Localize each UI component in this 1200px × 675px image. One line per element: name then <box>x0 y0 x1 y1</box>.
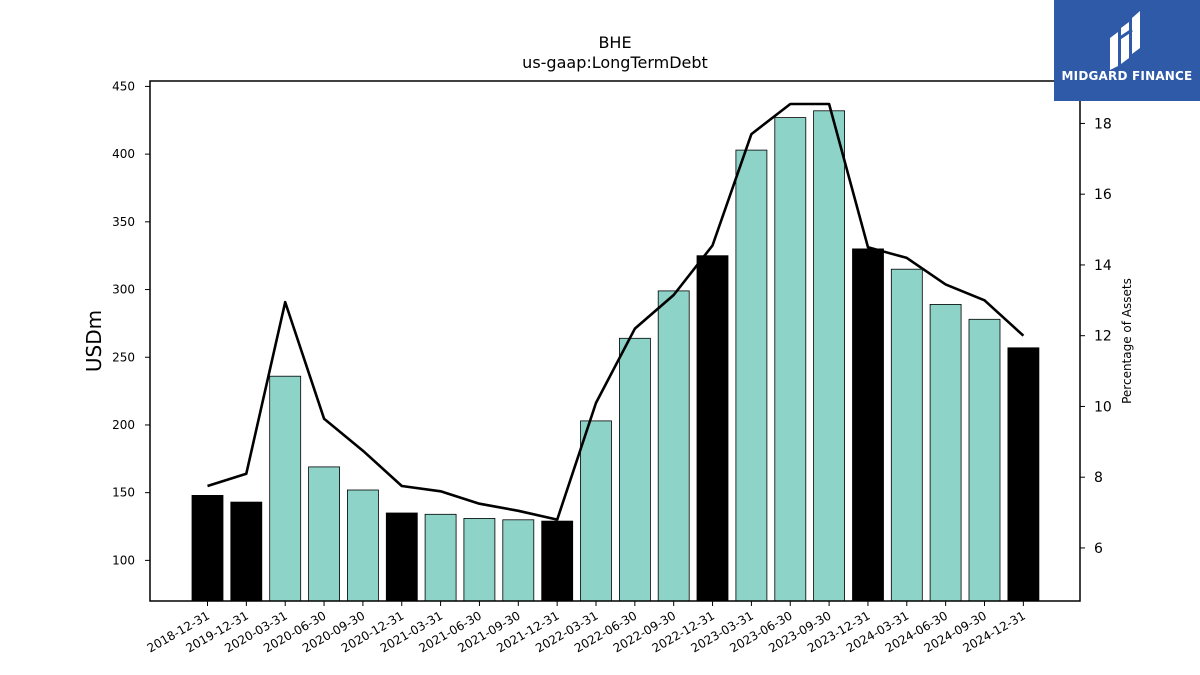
percentage-line <box>207 102 1025 521</box>
y2-tick-label: 18 <box>1094 116 1112 132</box>
bar-2020-09-30 <box>346 489 379 602</box>
bar-2020-06-30 <box>308 466 341 602</box>
bar-2024-06-30 <box>929 303 962 602</box>
bar-2018-12-31 <box>191 494 224 602</box>
chart-subtitle: us-gaap:LongTermDebt <box>522 53 708 72</box>
bar-2020-12-31 <box>385 512 418 602</box>
y-tick-label: 100 <box>112 553 135 567</box>
y-axis-right: 6 8 10 12 14 16 18 <box>1080 116 1112 557</box>
y-axis-label-left: USDm <box>82 310 106 372</box>
y-tick-label: 450 <box>112 79 135 93</box>
bar-2022-12-31 <box>696 255 729 602</box>
x-axis: 2018-12-312019-12-312020-03-312020-06-30… <box>145 601 1028 655</box>
bar-series <box>191 110 1040 602</box>
bar-2024-09-30 <box>968 318 1001 602</box>
y-tick-label: 400 <box>112 147 135 161</box>
bar-2022-09-30 <box>657 290 690 602</box>
y-tick-label: 350 <box>112 215 135 229</box>
bar-2023-03-31 <box>735 149 768 602</box>
bar-2023-06-30 <box>774 117 807 602</box>
bar-2023-12-31 <box>852 248 884 602</box>
y-tick-label: 150 <box>112 486 135 500</box>
y2-tick-label: 12 <box>1094 329 1112 345</box>
logo-mark-icon <box>1110 11 1140 70</box>
y2-tick-label: 16 <box>1094 187 1112 203</box>
bar-2024-03-31 <box>890 268 923 602</box>
bar-2020-03-31 <box>269 375 302 602</box>
bar-2022-06-30 <box>619 337 651 602</box>
y2-tick-label: 6 <box>1094 541 1103 557</box>
logo-text: MIDGARD FINANCE <box>1061 69 1193 83</box>
y2-tick-label: 10 <box>1094 399 1112 415</box>
y-axis-left: 100 150 200 250 300 350 400 450 <box>112 79 150 567</box>
bar-2022-03-31 <box>580 420 612 602</box>
company-logo: MIDGARD FINANCE <box>1054 0 1200 101</box>
y2-tick-label: 8 <box>1094 470 1103 486</box>
y-tick-label: 300 <box>112 283 135 297</box>
bar-2019-12-31 <box>230 501 263 602</box>
y-tick-label: 200 <box>112 418 135 432</box>
y-tick-label: 250 <box>112 350 135 364</box>
bar-2021-06-30 <box>463 518 496 602</box>
bar-2021-12-31 <box>541 520 574 602</box>
plot-frame <box>149 80 1081 602</box>
bar-2024-12-31 <box>1007 347 1040 602</box>
chart-title: BHE <box>598 33 631 52</box>
bar-2021-09-30 <box>502 519 535 602</box>
y2-tick-label: 14 <box>1094 258 1112 274</box>
y-axis-label-right: Percentage of Assets <box>1120 278 1134 404</box>
bar-2023-09-30 <box>813 110 845 602</box>
bar-2021-03-31 <box>424 513 457 602</box>
line-series <box>207 102 1025 521</box>
